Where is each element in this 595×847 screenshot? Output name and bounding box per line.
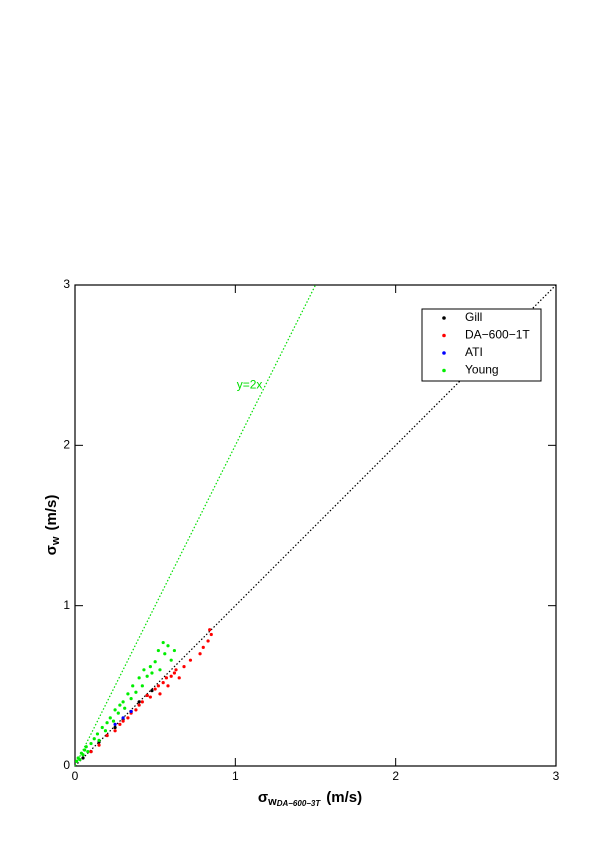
point xyxy=(148,664,152,669)
point xyxy=(145,693,149,698)
point xyxy=(95,732,100,736)
legend-marker xyxy=(442,351,446,355)
legend-label: DA−600−1T xyxy=(465,328,530,342)
point xyxy=(208,628,212,632)
reference-line xyxy=(74,284,317,767)
y-tick-label: 0 xyxy=(63,758,70,772)
point xyxy=(166,644,170,648)
point xyxy=(113,708,117,712)
point xyxy=(161,640,165,645)
x-tick-label: 1 xyxy=(232,769,239,783)
point xyxy=(198,652,202,656)
plot-frame xyxy=(74,284,557,767)
point xyxy=(116,711,120,715)
x-tick-label: 0 xyxy=(72,769,79,783)
point xyxy=(172,648,177,653)
point xyxy=(131,684,135,688)
point xyxy=(172,671,177,675)
point xyxy=(177,676,181,680)
point xyxy=(153,660,157,664)
point xyxy=(206,639,210,643)
legend-marker xyxy=(442,333,446,338)
point xyxy=(201,645,205,649)
point xyxy=(121,700,125,704)
point xyxy=(129,697,133,701)
point xyxy=(121,719,125,723)
point xyxy=(78,757,82,762)
point xyxy=(145,674,149,678)
point xyxy=(156,648,160,653)
point xyxy=(81,753,85,757)
point xyxy=(156,684,160,688)
point xyxy=(188,658,193,662)
point xyxy=(105,721,109,725)
y-tick-label: 1 xyxy=(63,598,70,612)
point xyxy=(126,716,130,720)
legend-label: ATI xyxy=(465,345,483,359)
point xyxy=(86,749,90,754)
point xyxy=(158,668,162,672)
point xyxy=(166,684,170,688)
point xyxy=(161,681,165,685)
reference-line xyxy=(74,284,557,767)
point xyxy=(83,748,87,752)
point xyxy=(129,709,133,714)
legend-label: Young xyxy=(465,363,499,377)
point xyxy=(137,700,141,704)
point xyxy=(148,695,152,699)
legend-marker xyxy=(442,368,446,373)
point xyxy=(121,716,125,720)
y-axis-label: σw(m/s) xyxy=(43,495,62,556)
point xyxy=(169,674,173,678)
legend-label: Gill xyxy=(465,310,482,324)
point xyxy=(81,756,85,760)
point xyxy=(113,725,117,730)
point xyxy=(134,690,138,694)
point xyxy=(158,692,162,696)
point xyxy=(105,733,109,738)
legend-marker xyxy=(442,316,446,320)
point xyxy=(169,658,173,662)
point xyxy=(111,719,116,723)
point xyxy=(150,689,154,693)
legend-box xyxy=(421,308,542,382)
point xyxy=(84,745,88,749)
point xyxy=(89,741,93,746)
point xyxy=(97,743,101,747)
reference-label: y=2x xyxy=(237,377,263,391)
point xyxy=(153,687,157,691)
point xyxy=(118,722,122,726)
point xyxy=(150,671,154,675)
x-tick-label: 2 xyxy=(392,769,399,783)
point xyxy=(113,722,117,726)
point xyxy=(103,729,108,733)
point xyxy=(164,676,168,680)
y-tick-label: 3 xyxy=(63,277,70,291)
point xyxy=(92,737,96,741)
point xyxy=(126,692,130,696)
point xyxy=(140,700,144,704)
point xyxy=(174,668,178,672)
point xyxy=(134,708,138,712)
point xyxy=(100,725,104,730)
point xyxy=(113,729,117,733)
point xyxy=(209,632,213,637)
x-tick-label: 3 xyxy=(553,769,560,783)
point xyxy=(137,676,141,680)
point xyxy=(140,684,144,688)
point xyxy=(142,668,146,672)
point xyxy=(163,652,167,656)
point xyxy=(118,703,122,707)
point xyxy=(108,716,112,720)
point xyxy=(97,738,101,742)
point xyxy=(75,759,79,763)
point xyxy=(182,664,186,669)
point xyxy=(123,706,127,710)
x-axis-label: σwDA−600−3T (m/s) xyxy=(258,789,362,808)
point xyxy=(89,749,93,754)
point xyxy=(137,703,141,707)
y-tick-label: 2 xyxy=(63,438,70,452)
